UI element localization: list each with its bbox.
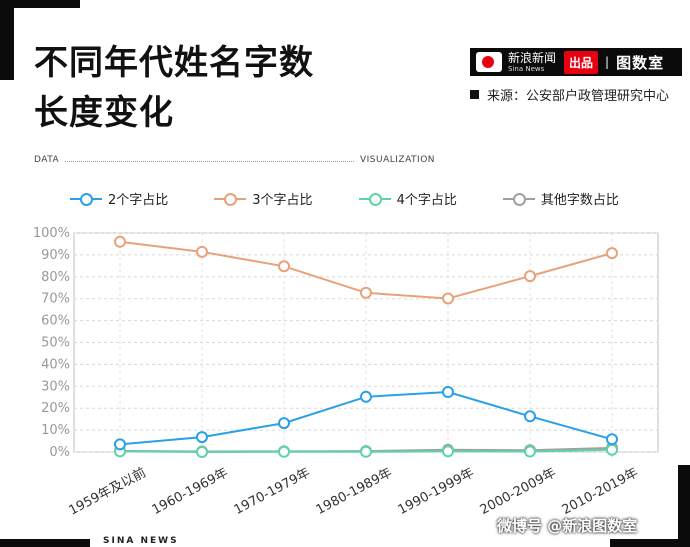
brand-name-en: Sina News xyxy=(508,64,545,73)
series-four-char-point xyxy=(196,446,208,458)
series-three-char-point xyxy=(278,260,290,273)
source-note: 来源：公安部户政管理研究中心 xyxy=(470,88,680,106)
series-three-char-point xyxy=(360,286,372,299)
footer-brand: SINA NEWS xyxy=(103,536,179,546)
series-four-char-point xyxy=(606,443,618,456)
legend-item-two-char: 2个字占比 xyxy=(70,189,168,208)
brand-name-cn: 新浪新闻 xyxy=(508,50,557,65)
y-tick-label: 10% xyxy=(41,423,70,438)
legend-swatch-icon xyxy=(214,192,247,206)
corner-bottom-right xyxy=(678,465,690,547)
divider-line xyxy=(34,161,354,162)
series-four-char-point xyxy=(278,445,290,458)
brand-tag: 出品 xyxy=(564,50,599,74)
legend-label: 4个字占比 xyxy=(396,193,457,208)
legend-item-four-char: 4个字占比 xyxy=(358,189,457,208)
series-two-char-point xyxy=(442,385,454,398)
series-three-char-point xyxy=(196,245,208,258)
visualization-label: VISUALIZATION xyxy=(360,155,436,165)
source-text: 来源：公安部户政管理研究中心 xyxy=(487,89,670,104)
corner-bottom-right-h xyxy=(610,539,690,547)
y-tick-label: 0% xyxy=(49,445,70,460)
series-two-char-point xyxy=(606,433,618,446)
legend-swatch-icon xyxy=(358,192,391,206)
title-line-2: 长度变化 xyxy=(34,93,174,133)
y-tick-label: 60% xyxy=(41,314,70,329)
legend-label: 2个字占比 xyxy=(108,193,169,208)
corner-top-left xyxy=(0,0,14,80)
series-two-char-point xyxy=(524,410,536,423)
legend-item-three-char: 3个字占比 xyxy=(214,189,313,208)
square-bullet-icon xyxy=(470,90,479,99)
corner-bottom-left xyxy=(0,539,90,547)
series-two-char-point xyxy=(360,390,372,403)
series-three-char-point xyxy=(114,235,126,248)
y-tick-label: 50% xyxy=(41,336,70,351)
y-tick-label: 100% xyxy=(33,226,70,241)
chart-legend: 2个字占比 3个字占比 4个字占比 其他字数占比 xyxy=(70,189,619,208)
y-tick-label: 90% xyxy=(41,248,70,263)
series-three-char-point xyxy=(524,270,536,283)
series-four-char-point xyxy=(360,445,372,458)
y-tick-label: 30% xyxy=(41,379,70,394)
series-two-char-point xyxy=(196,431,208,444)
title-line-1: 不同年代姓名字数 xyxy=(34,43,314,83)
series-four-char-point xyxy=(524,445,536,458)
series-four-char-point xyxy=(442,445,454,458)
y-tick-label: 40% xyxy=(41,357,70,372)
legend-label: 3个字占比 xyxy=(252,193,313,208)
series-two-char-point xyxy=(114,438,126,451)
weibo-credit: 微博号 @新浪图数室 xyxy=(497,517,638,535)
corner-top-left-h xyxy=(0,0,80,8)
brand-bar: 新浪新闻 Sina News 出品 | 图数室 xyxy=(470,48,682,76)
legend-swatch-icon xyxy=(502,192,535,206)
y-tick-label: 20% xyxy=(41,401,70,416)
x-tick-label: 2010-2019年 xyxy=(560,465,641,518)
series-three-char-point xyxy=(606,247,618,260)
series-three-char-point xyxy=(442,292,454,305)
legend-label: 其他字数占比 xyxy=(540,193,619,208)
legend-item-other: 其他字数占比 xyxy=(502,189,619,208)
y-tick-label: 70% xyxy=(41,292,70,307)
page-title: 不同年代姓名字数 长度变化 xyxy=(34,38,314,138)
data-label: DATA xyxy=(34,155,66,165)
series-two-char-point xyxy=(278,417,290,430)
x-tick-label: 1970-1979年 xyxy=(232,465,313,518)
x-tick-label: 1959年及以前 xyxy=(66,465,149,519)
x-tick-label: 1980-1989年 xyxy=(314,465,395,518)
y-tick-label: 80% xyxy=(41,270,70,285)
legend-swatch-icon xyxy=(70,192,102,206)
x-tick-label: 2000-2009年 xyxy=(478,465,559,518)
x-tick-label: 1990-1999年 xyxy=(396,465,477,518)
sina-logo-icon xyxy=(476,52,502,72)
brand-separator: | xyxy=(605,55,610,69)
x-tick-label: 1960-1969年 xyxy=(150,465,231,518)
brand-room: 图数室 xyxy=(616,53,665,72)
brand-names: 新浪新闻 Sina News xyxy=(508,52,556,73)
